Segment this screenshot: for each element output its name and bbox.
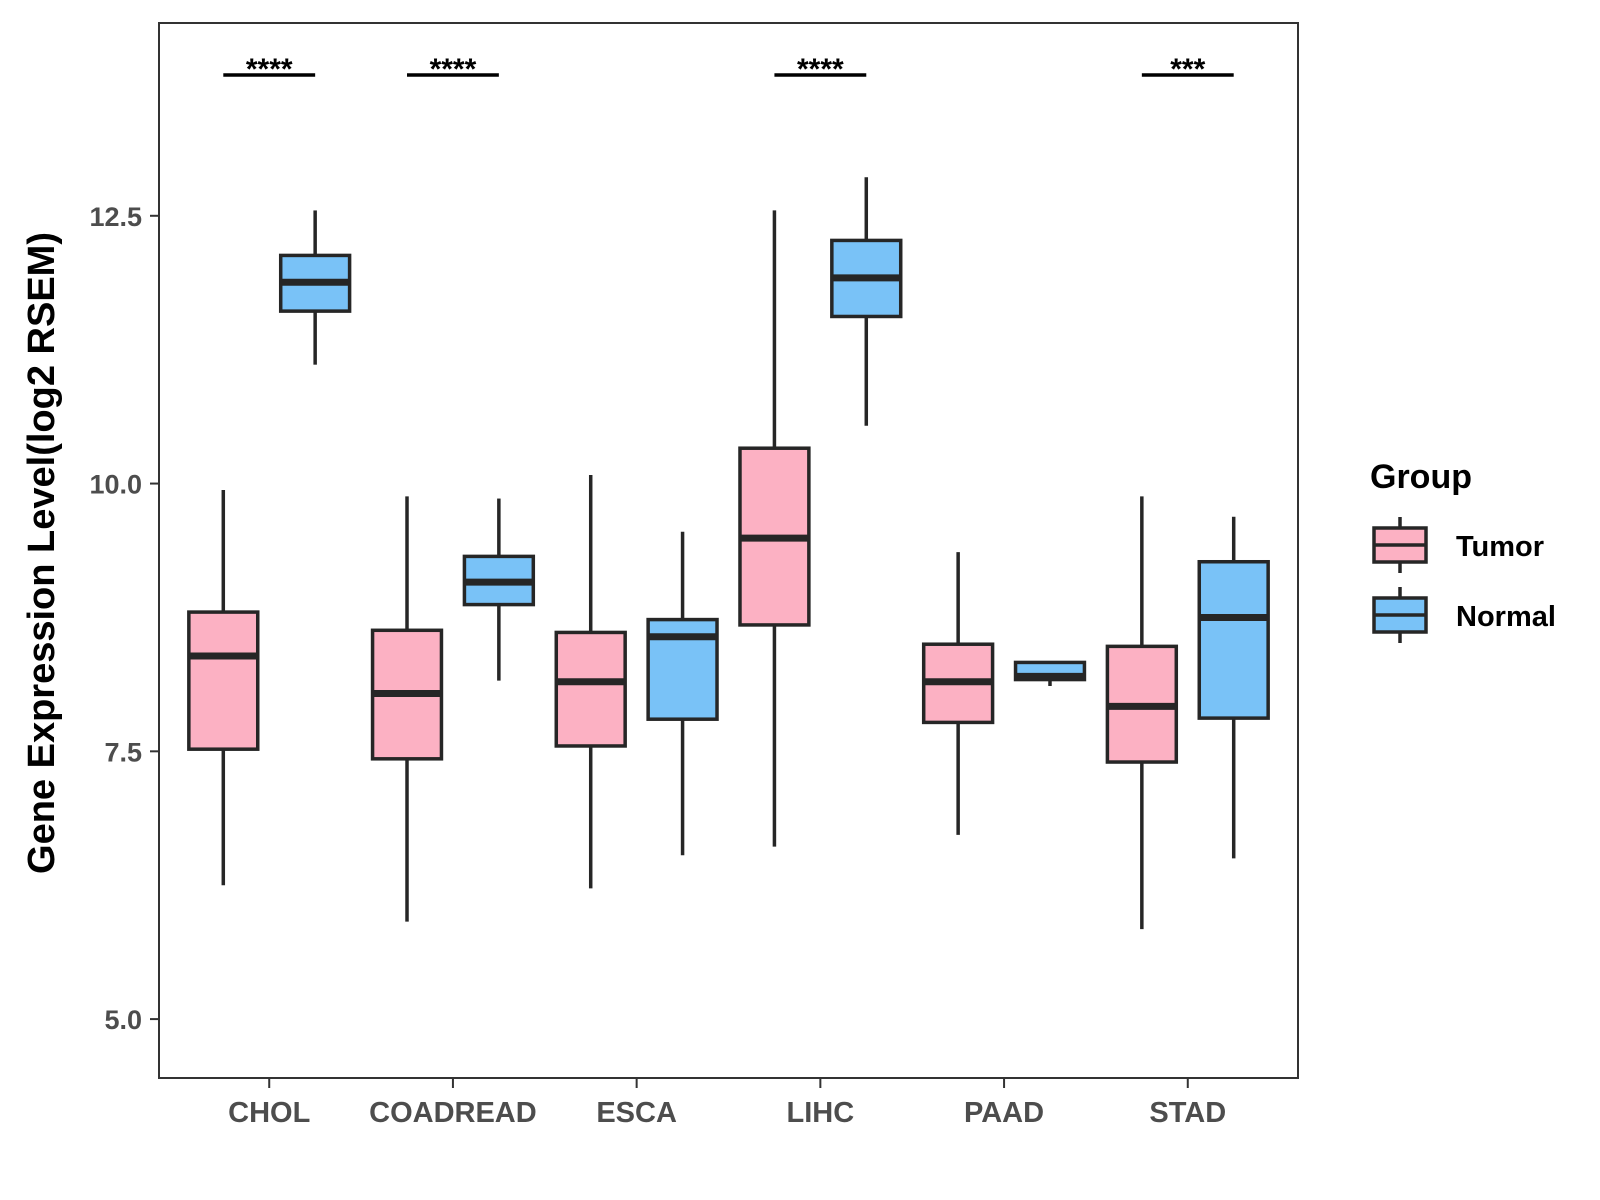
- box-paad-normal: [1013, 660, 1087, 686]
- legend-item-tumor: Tumor: [1372, 517, 1544, 573]
- significance-stars-chol: ****: [246, 53, 293, 86]
- x-axis: CHOL COADREAD ESCA LIHC PAAD STAD: [228, 1078, 1226, 1129]
- significance-stars-coadread: ****: [430, 53, 477, 86]
- x-tick-label-coadread: COADREAD: [369, 1097, 537, 1129]
- y-tick-label-7-5: 7.5: [104, 737, 142, 767]
- plot-panel: [158, 22, 1299, 1079]
- x-tick-label-paad: PAAD: [964, 1097, 1044, 1129]
- box-chol-normal: [278, 210, 352, 365]
- legend-item-normal: Normal: [1372, 587, 1556, 643]
- x-tick-label-stad: STAD: [1149, 1097, 1226, 1129]
- x-tick-label-lihc: LIHC: [787, 1097, 855, 1129]
- y-tick-label-10-0: 10.0: [89, 470, 142, 500]
- x-tick-label-esca: ESCA: [596, 1097, 677, 1129]
- legend-label-tumor: Tumor: [1456, 531, 1544, 563]
- boxes: [187, 177, 1270, 930]
- x-tick-label-chol: CHOL: [228, 1097, 310, 1129]
- box-coadread-normal: [462, 498, 536, 681]
- box-stad-normal: [1197, 516, 1270, 859]
- box-paad-tumor: [921, 552, 995, 835]
- panel-border: [158, 22, 1299, 1079]
- box-esca-tumor: [554, 474, 627, 889]
- box-body-chol-tumor: [187, 610, 260, 751]
- box-coadread-tumor: [370, 496, 444, 922]
- box-body-stad-normal: [1197, 559, 1270, 720]
- box-lihc-normal: [830, 177, 903, 426]
- y-tick-label-5-0: 5.0: [104, 1005, 142, 1035]
- legend-title: Group: [1370, 458, 1472, 496]
- box-chol-tumor: [187, 489, 260, 886]
- significance-stars-stad: ***: [1170, 53, 1205, 86]
- significance-annotations: **** **** **** ***: [223, 53, 1234, 86]
- y-axis: 5.0 7.5 10.0 12.5: [89, 202, 159, 1035]
- legend: Group Tumor Normal: [1370, 458, 1556, 643]
- significance-stars-lihc: ****: [797, 53, 844, 86]
- legend-label-normal: Normal: [1456, 601, 1556, 633]
- box-esca-normal: [646, 531, 719, 856]
- y-tick-label-12-5: 12.5: [89, 202, 142, 232]
- box-lihc-tumor: [738, 210, 811, 847]
- box-stad-tumor: [1105, 496, 1179, 930]
- y-axis-label: Gene Expression Level(log2 RSEM): [21, 232, 63, 874]
- box-body-esca-tumor: [554, 630, 627, 748]
